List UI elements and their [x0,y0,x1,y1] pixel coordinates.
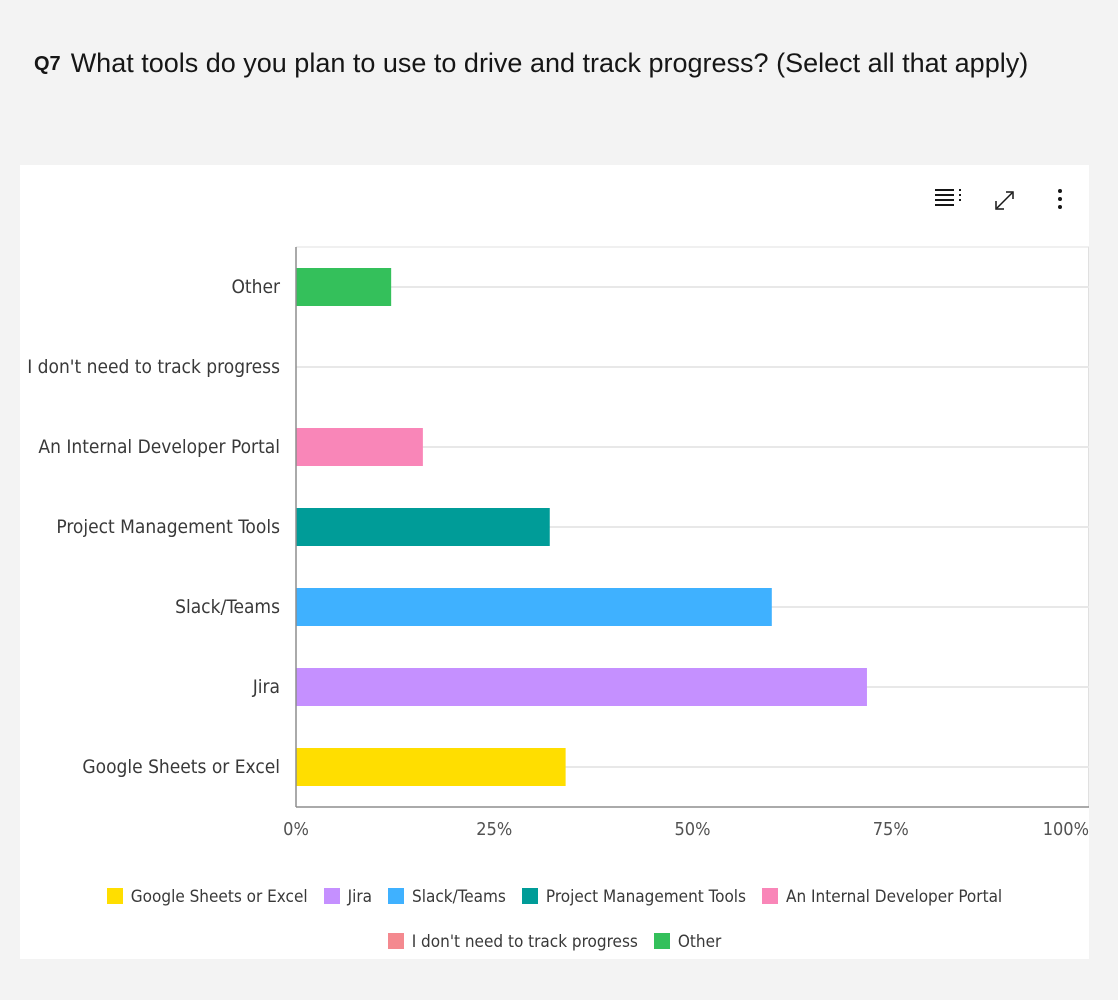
category-label: Other [231,276,281,298]
legend-item[interactable]: Slack/Teams [388,887,506,907]
list-view-icon [935,189,961,206]
category-label: I don't need to track progress [27,356,280,378]
chart-card: Google Sheets or Excel Jira Slack/Teams Pro… [20,165,1089,959]
category-label: Jira [252,676,280,698]
legend-swatch [106,888,123,904]
legend-item[interactable]: Other [653,932,722,952]
bar[interactable] [296,588,772,626]
category-label: An Internal Developer Portal [38,436,280,458]
legend-item[interactable]: Google Sheets or Excel [106,887,308,907]
bar[interactable] [296,668,867,706]
legend-swatch [387,933,404,949]
legend-row: Google Sheets or Excel Jira Slack/Teams Pro… [20,887,1089,907]
question-number: Q7 [34,53,61,75]
bar[interactable] [296,748,566,786]
x-tick-label: 75% [873,819,909,840]
legend-swatch [323,888,340,904]
expand-icon [995,191,1014,210]
bar[interactable] [296,268,392,306]
category-label: Project Management Tools [56,516,280,538]
bar-chart: Google Sheets or Excel Jira Slack/Teams Pro… [27,246,1089,840]
x-tick-label: 50% [675,819,711,840]
legend-label: Other [677,932,722,952]
list-view-button[interactable] [926,177,966,217]
question-text: What tools do you plan to use to drive a… [70,48,1029,78]
legend-label: Google Sheets or Excel [130,887,308,907]
legend-label: Jira [347,887,373,907]
legend-item[interactable]: Project Management Tools [521,887,747,907]
expand-button[interactable] [984,177,1024,217]
legend-label: An Internal Developer Portal [786,887,1003,907]
category-label: Google Sheets or Excel [82,756,280,778]
more-options-button[interactable] [1044,177,1084,217]
x-tick-label: 25% [476,819,512,840]
more-options-icon [1058,189,1062,209]
bar[interactable] [296,428,423,466]
legend-label: Slack/Teams [412,887,506,907]
x-tick-label: 0% [283,819,309,840]
legend-label: Project Management Tools [545,887,747,907]
legend-label: I don't need to track progress [411,932,638,952]
question-heading: Q7 What tools do you plan to use to drive… [34,48,1028,79]
legend-swatch [653,933,670,949]
legend-row: I don't need to track progress Other [20,932,1089,952]
category-label: Slack/Teams [175,596,280,618]
legend-swatch [521,888,538,904]
legend-swatch [762,888,779,904]
legend-item[interactable]: I don't need to track progress [387,932,638,952]
x-tick-label: 100% [1043,819,1089,840]
bar[interactable] [296,508,550,546]
legend-item[interactable]: Jira [323,887,373,907]
legend-swatch [388,888,405,904]
legend-item[interactable]: An Internal Developer Portal [762,887,1002,907]
